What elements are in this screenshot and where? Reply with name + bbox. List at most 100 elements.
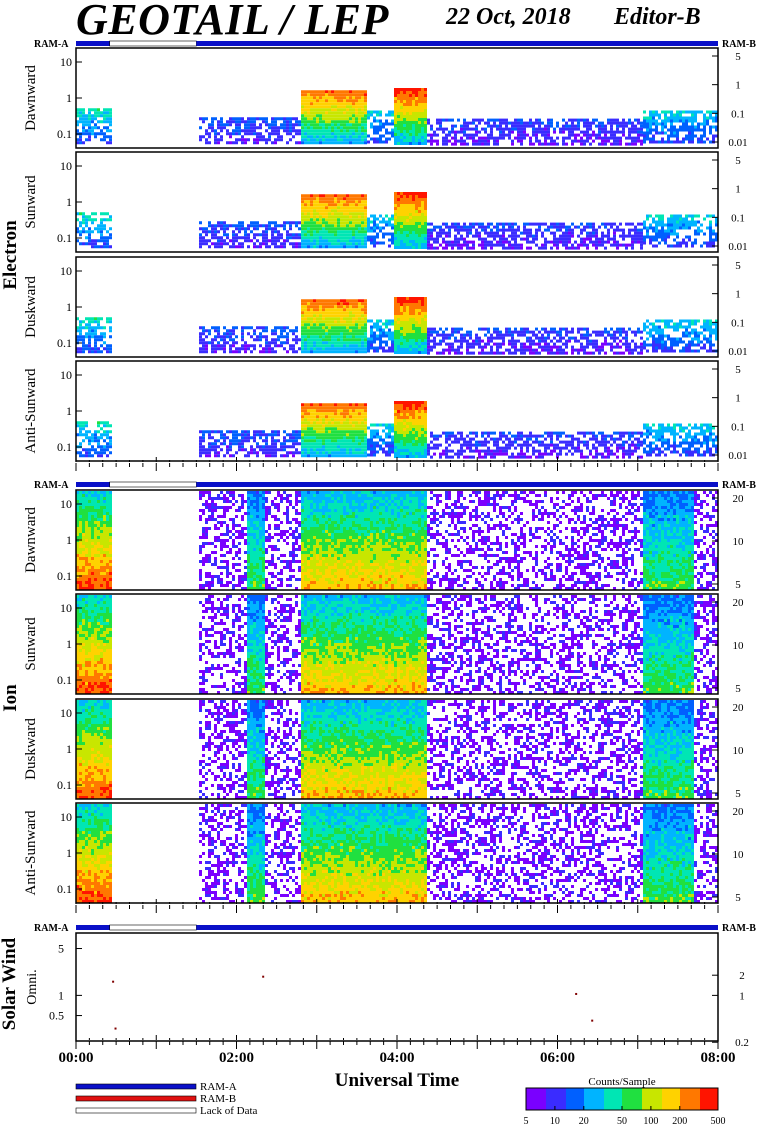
spectrogram-cell <box>622 238 625 241</box>
spectrogram-cell <box>676 114 679 117</box>
spectrogram-cell <box>271 430 274 433</box>
spectrogram-cell <box>667 221 670 224</box>
spectrogram-cell <box>499 125 502 128</box>
spectrogram-cell <box>424 94 427 97</box>
spectrogram-cell <box>427 119 430 122</box>
spectrogram-cell <box>424 312 427 315</box>
spectrogram-cell <box>397 351 400 354</box>
spectrogram-cell <box>211 117 214 120</box>
spectrogram-cell <box>559 349 562 352</box>
spectrogram-cell <box>499 128 502 131</box>
spectrogram-cell <box>229 347 232 350</box>
spectrogram-cell <box>352 212 355 215</box>
spectrogram-cell <box>454 137 457 140</box>
spectrogram-cell <box>205 347 208 350</box>
spectrogram-cell <box>241 236 244 239</box>
spectrogram-cell <box>259 344 262 347</box>
spectrogram-cell <box>556 226 559 229</box>
spectrogram-cell <box>229 454 232 457</box>
spectrogram-cell <box>307 102 310 105</box>
spectrogram-cell <box>415 219 418 222</box>
spectrogram-cell <box>364 329 367 332</box>
spectrogram-cell <box>421 142 424 145</box>
spectrogram-cell <box>673 350 676 353</box>
spectrogram-cell <box>262 335 265 338</box>
spectrogram-cell <box>292 129 295 132</box>
spectrogram-cell <box>709 221 712 224</box>
spectrogram-cell <box>667 138 670 141</box>
spectrogram-cell <box>310 308 313 311</box>
spectrogram-cell <box>325 242 328 245</box>
spectrogram-cell <box>316 326 319 329</box>
spectrogram-cell <box>460 340 463 343</box>
spectrogram-cell <box>643 141 646 144</box>
spectrogram-cell <box>487 340 490 343</box>
spectrogram-cell <box>517 122 520 125</box>
spectrogram-cell <box>682 347 685 350</box>
spectrogram-cell <box>403 300 406 303</box>
spectrogram-cell <box>250 326 253 329</box>
spectrogram-cell <box>337 126 340 129</box>
spectrogram-cell <box>316 212 319 215</box>
spectrogram-cell <box>316 224 319 227</box>
spectrogram-cell <box>418 210 421 213</box>
spectrogram-cell <box>358 206 361 209</box>
spectrogram-cell <box>277 239 280 242</box>
spectrogram-cell <box>211 445 214 448</box>
spectrogram-cell <box>526 247 529 250</box>
spectrogram-cell <box>394 237 397 240</box>
spectrogram-cell <box>526 134 529 137</box>
spectrogram-cell <box>412 136 415 139</box>
spectrogram-cell <box>691 132 694 135</box>
spectrogram-cell <box>448 349 451 352</box>
spectrogram-cell <box>238 236 241 239</box>
spectrogram-cell <box>667 218 670 221</box>
spectrogram-cell <box>385 323 388 326</box>
spectrogram-cell <box>289 221 292 224</box>
spectrogram-cell <box>343 138 346 141</box>
spectrogram-cell <box>496 346 499 349</box>
spectrogram-cell <box>424 318 427 321</box>
spectrogram-cell <box>322 90 325 93</box>
spectrogram-cell <box>412 219 415 222</box>
spectrogram-cell <box>676 215 679 218</box>
spectrogram-cell <box>106 344 109 347</box>
spectrogram-cell <box>301 120 304 123</box>
spectrogram-cell <box>679 129 682 132</box>
spectrogram-cell <box>319 317 322 320</box>
spectrogram-cell <box>421 100 424 103</box>
spectrogram-cell <box>430 349 433 352</box>
spectrogram-cell <box>511 346 514 349</box>
spectrogram-cell <box>457 331 460 334</box>
spectrogram-cell <box>427 247 430 250</box>
spectrogram-cell <box>478 223 481 226</box>
spectrogram-cell <box>328 326 331 329</box>
spectrogram-cell <box>352 338 355 341</box>
spectrogram-cell <box>493 226 496 229</box>
spectrogram-cell <box>361 200 364 203</box>
spectrogram-cell <box>337 347 340 350</box>
spectrogram-cell <box>496 119 499 122</box>
spectrogram-cell <box>538 229 541 232</box>
spectrogram-cell <box>604 140 607 143</box>
spectrogram-cell <box>496 223 499 226</box>
spectrogram-cell <box>595 247 598 250</box>
spectrogram-cell <box>427 340 430 343</box>
spectrogram-cell <box>412 127 415 130</box>
spectrogram-cell <box>436 235 439 238</box>
spectrogram-cell <box>574 340 577 343</box>
spectrogram-cell <box>346 132 349 135</box>
spectrogram-cell <box>610 244 613 247</box>
spectrogram-cell <box>301 332 304 335</box>
spectrogram-cell <box>655 338 658 341</box>
spectrogram-cell <box>355 305 358 308</box>
spectrogram-cell <box>658 224 661 227</box>
spectrogram-cell <box>580 334 583 337</box>
spectrogram-cell <box>412 240 415 243</box>
spectrogram-cell <box>664 141 667 144</box>
spectrogram-cell <box>400 198 403 201</box>
spectrogram-cell <box>709 111 712 114</box>
spectrogram-cell <box>442 232 445 235</box>
spectrogram-cell <box>673 338 676 341</box>
spectrogram-cell <box>358 335 361 338</box>
